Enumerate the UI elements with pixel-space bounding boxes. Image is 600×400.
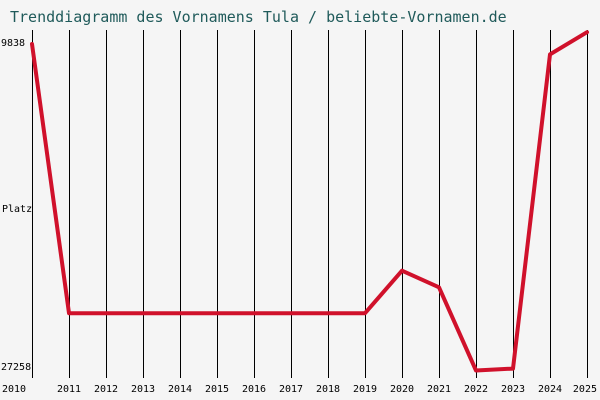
y-axis-label: Platz: [2, 204, 32, 215]
chart-title: Trenddiagramm des Vornamens Tula / belie…: [10, 8, 507, 26]
x-tick-label-2025: 2025: [573, 384, 597, 395]
data-point-2019: [363, 311, 367, 315]
x-tick-label-2015: 2015: [205, 384, 229, 395]
data-point-2023: [511, 367, 515, 371]
series-line-Tula: [30, 30, 589, 373]
data-point-2014: [178, 311, 182, 315]
data-point-2021: [437, 285, 441, 289]
data-point-2018: [326, 311, 330, 315]
series-layer: [30, 30, 589, 373]
data-point-2013: [141, 311, 145, 315]
data-point-2020: [400, 269, 404, 273]
x-tick-label-2011: 2011: [57, 384, 81, 395]
x-tick-label-2012: 2012: [94, 384, 118, 395]
x-tick-label-2014: 2014: [168, 384, 192, 395]
x-tick-label-2013: 2013: [131, 384, 155, 395]
data-point-2017: [289, 311, 293, 315]
y-axis-tick-labels: 9838 27258: [1, 38, 31, 373]
year-grid-lines: [32, 30, 588, 378]
x-tick-label-2019: 2019: [353, 384, 377, 395]
data-point-2010: [30, 42, 34, 46]
x-tick-label-2010: 2010: [2, 384, 26, 395]
data-point-2011: [67, 311, 71, 315]
data-point-2022: [474, 369, 478, 372]
data-point-2012: [104, 311, 108, 315]
x-tick-label-2020: 2020: [390, 384, 414, 395]
x-tick-label-2022: 2022: [464, 384, 488, 395]
y-tick-label-9838: 9838: [1, 38, 25, 49]
y-tick-label-27258: 27258: [1, 362, 31, 373]
data-point-2015: [215, 311, 219, 315]
x-tick-label-2023: 2023: [501, 384, 525, 395]
x-axis-tick-labels: 2010 2011 2012 2013 2014 2015 2016 2017 2018 2019…: [2, 384, 597, 395]
x-tick-label-2018: 2018: [316, 384, 340, 395]
data-point-2025: [585, 30, 589, 34]
data-point-2024: [548, 52, 552, 56]
x-tick-label-2024: 2024: [538, 384, 562, 395]
data-point-2016: [252, 311, 256, 315]
x-tick-label-2021: 2021: [427, 384, 451, 395]
x-tick-label-2017: 2017: [279, 384, 303, 395]
x-tick-label-2016: 2016: [242, 384, 266, 395]
